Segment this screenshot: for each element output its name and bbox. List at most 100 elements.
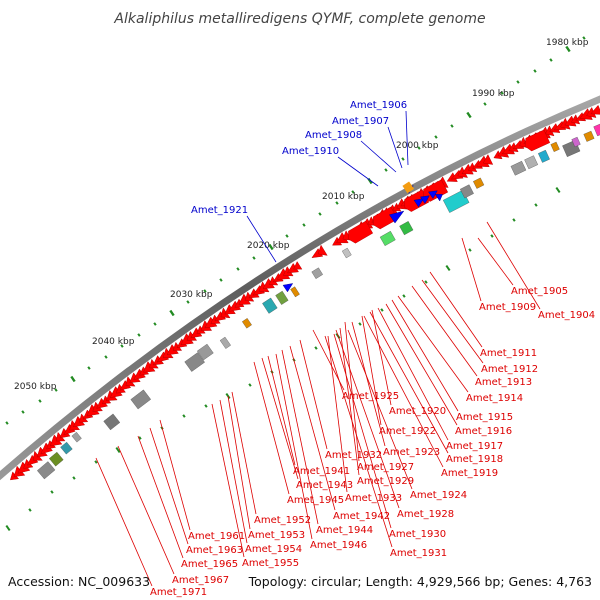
gene-feature-box bbox=[60, 441, 73, 455]
topology-text: Topology: circular; Length: 4,929,566 bp… bbox=[248, 574, 592, 589]
gene-label[interactable]: Amet_1910 bbox=[282, 146, 339, 157]
scale-tick bbox=[5, 421, 9, 425]
scale-tick bbox=[549, 58, 553, 62]
scale-tick bbox=[21, 410, 25, 414]
gene-label[interactable]: Amet_1927 bbox=[357, 462, 414, 473]
gene-label[interactable]: Amet_1946 bbox=[310, 540, 367, 551]
scale-tick bbox=[268, 243, 274, 251]
gene-label[interactable]: Amet_1912 bbox=[481, 364, 538, 375]
gene-label[interactable]: Amet_1961 bbox=[188, 531, 245, 542]
gene-label[interactable]: Amet_1920 bbox=[389, 406, 446, 417]
gene-label[interactable]: Amet_1942 bbox=[333, 511, 390, 522]
gene-label[interactable]: Amet_1965 bbox=[181, 559, 238, 570]
gene-label[interactable]: Amet_1955 bbox=[242, 558, 299, 569]
gene-feature-box bbox=[37, 461, 56, 480]
label-leader bbox=[421, 279, 484, 364]
label-leader bbox=[281, 349, 319, 525]
gene-label[interactable]: Amet_1945 bbox=[287, 495, 344, 506]
gene-label[interactable]: Amet_1953 bbox=[248, 530, 305, 541]
gene-label[interactable]: Amet_1924 bbox=[410, 490, 467, 501]
gene-feature-box bbox=[311, 267, 323, 279]
gene-label[interactable]: Amet_1918 bbox=[446, 454, 503, 465]
gene-feature-box bbox=[49, 451, 64, 467]
scale-tick bbox=[424, 280, 428, 284]
gene-label[interactable]: Amet_1930 bbox=[389, 529, 446, 540]
gene-label[interactable]: Amet_1907 bbox=[332, 116, 389, 127]
scale-tick bbox=[555, 186, 561, 194]
scale-tick bbox=[380, 308, 384, 312]
gene-label[interactable]: Amet_1943 bbox=[296, 480, 353, 491]
scale-tick bbox=[450, 124, 454, 128]
gene-label[interactable]: Amet_1931 bbox=[390, 548, 447, 559]
label-leader bbox=[95, 457, 153, 587]
gene-label[interactable]: Amet_1906 bbox=[350, 100, 407, 111]
gene-label[interactable]: Amet_1921 bbox=[191, 205, 248, 216]
gene-label[interactable]: Amet_1963 bbox=[186, 545, 243, 556]
gene-label[interactable]: Amet_1905 bbox=[511, 286, 568, 297]
gene-label[interactable]: Amet_1952 bbox=[254, 515, 311, 526]
label-leader bbox=[361, 315, 382, 426]
scale-tick bbox=[5, 524, 11, 532]
reverse-gene-feature bbox=[423, 179, 449, 202]
gene-label[interactable]: Amet_1919 bbox=[441, 468, 498, 479]
gene-feature-box bbox=[510, 160, 527, 176]
scale-tick bbox=[72, 476, 76, 480]
gene-feature-box bbox=[459, 184, 474, 199]
gene-label[interactable]: Amet_1923 bbox=[383, 447, 440, 458]
label-leader bbox=[477, 237, 514, 286]
gene-label[interactable]: Amet_1908 bbox=[305, 130, 362, 141]
gene-label[interactable]: Amet_1932 bbox=[325, 450, 382, 461]
scale-tick bbox=[490, 234, 494, 238]
label-leader bbox=[369, 311, 449, 454]
scale-tick bbox=[252, 256, 256, 260]
scale-tick bbox=[138, 436, 142, 440]
scale-tick bbox=[104, 355, 108, 359]
gene-label[interactable]: Amet_1929 bbox=[357, 476, 414, 487]
gene-label[interactable]: Amet_1913 bbox=[475, 377, 532, 388]
gene-label[interactable]: Amet_1941 bbox=[293, 466, 350, 477]
gene-feature-box bbox=[379, 230, 396, 246]
scale-tick bbox=[533, 69, 537, 73]
gene-label[interactable]: Amet_1971 bbox=[150, 587, 207, 598]
kbp-label: 2050 kbp bbox=[14, 382, 57, 392]
scale-tick bbox=[115, 446, 121, 454]
gene-label[interactable]: Amet_1967 bbox=[172, 575, 229, 586]
label-leaders bbox=[95, 110, 541, 587]
label-leader bbox=[461, 237, 482, 302]
gene-feature-box bbox=[290, 286, 300, 298]
gene-label[interactable]: Amet_1954 bbox=[245, 544, 302, 555]
forward-gene-feature bbox=[434, 194, 443, 202]
gene-label[interactable]: Amet_1933 bbox=[345, 493, 402, 504]
gene-label[interactable]: Amet_1917 bbox=[446, 441, 503, 452]
scale-tick bbox=[351, 190, 355, 194]
scale-tick bbox=[94, 460, 98, 464]
label-leader bbox=[385, 303, 458, 426]
gene-feature-box bbox=[583, 130, 595, 142]
label-leader bbox=[227, 395, 251, 530]
gene-label[interactable]: Amet_1916 bbox=[455, 426, 512, 437]
gene-label[interactable]: Amet_1904 bbox=[538, 310, 595, 321]
kbp-label: 2020 kbp bbox=[247, 241, 290, 251]
gene-label[interactable]: Amet_1915 bbox=[456, 412, 513, 423]
gene-feature-box bbox=[473, 177, 485, 189]
scale-labels: 1980 kbp 1990 kbp 2000 kbp 2010 kbp 2020 kbp… bbox=[14, 38, 589, 392]
forward-gene-feature bbox=[413, 198, 425, 208]
reverse-gene-feature bbox=[373, 206, 398, 230]
gene-label[interactable]: Amet_1925 bbox=[342, 391, 399, 402]
scale-tick bbox=[219, 278, 223, 282]
gene-label[interactable]: Amet_1922 bbox=[379, 426, 436, 437]
gene-label[interactable]: Amet_1914 bbox=[466, 393, 523, 404]
gene-label[interactable]: Amet_1911 bbox=[480, 348, 537, 359]
label-leader bbox=[339, 327, 360, 476]
gene-feature-box bbox=[571, 136, 581, 148]
scale-ticks bbox=[5, 36, 586, 532]
scale-tick bbox=[565, 45, 571, 53]
gene-label[interactable]: Amet_1944 bbox=[316, 525, 373, 536]
scale-tick bbox=[153, 322, 157, 326]
gene-label[interactable]: Amet_1928 bbox=[397, 509, 454, 520]
reverse-gene-feature bbox=[317, 244, 328, 256]
gene-label[interactable]: Amet_1909 bbox=[479, 302, 536, 313]
kbp-label: 2010 kbp bbox=[322, 192, 365, 202]
